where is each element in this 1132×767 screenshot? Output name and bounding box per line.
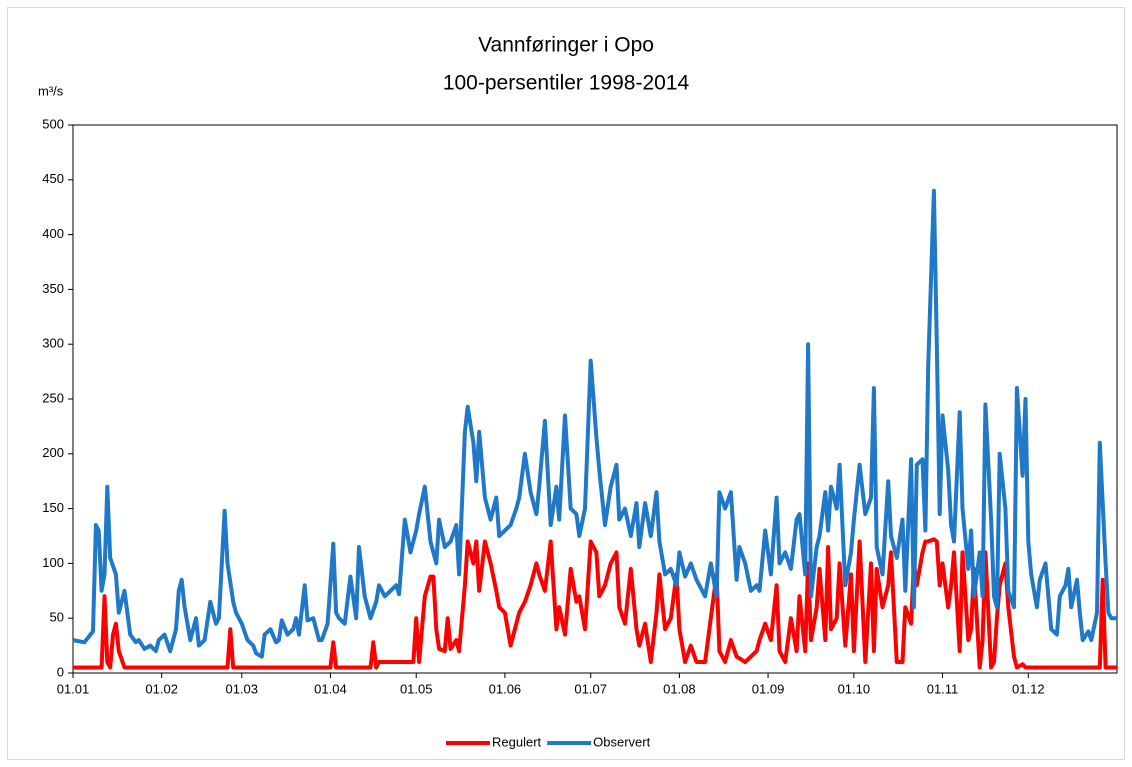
x-tick-label: 01.09 bbox=[752, 681, 785, 696]
x-tick-label: 01.05 bbox=[400, 681, 433, 696]
y-axis-label: m³/s bbox=[38, 83, 64, 98]
y-tick-label: 350 bbox=[42, 281, 64, 296]
y-tick-label: 450 bbox=[42, 171, 64, 186]
series-line bbox=[73, 537, 1117, 670]
y-tick-label: 150 bbox=[42, 500, 64, 515]
x-tick-label: 01.12 bbox=[1012, 681, 1045, 696]
y-tick-label: 250 bbox=[42, 390, 64, 405]
y-tick-label: 400 bbox=[42, 226, 64, 241]
x-tick-label: 01.07 bbox=[574, 681, 607, 696]
x-tick-label: 01.02 bbox=[145, 681, 178, 696]
series-line bbox=[72, 188, 1117, 659]
chart-subtitle: 100-persentiler 1998-2014 bbox=[443, 72, 690, 95]
x-tick-label: 01.04 bbox=[314, 681, 347, 696]
x-tick-label: 01.10 bbox=[838, 681, 871, 696]
x-tick-label: 01.11 bbox=[927, 681, 959, 696]
x-tick-label: 01.03 bbox=[225, 681, 258, 696]
y-tick-label: 100 bbox=[42, 555, 64, 570]
y-tick-label: 300 bbox=[42, 336, 64, 351]
chart-frame bbox=[7, 7, 1125, 760]
y-tick-label: 500 bbox=[42, 116, 64, 131]
legend-label: Regulert bbox=[492, 734, 542, 749]
x-tick-label: 01.01 bbox=[57, 681, 90, 696]
chart-title: Vannføringer i Opo bbox=[478, 34, 654, 57]
y-tick-label: 0 bbox=[57, 664, 64, 679]
x-tick-label: 01.06 bbox=[489, 681, 522, 696]
legend-label: Observert bbox=[593, 734, 650, 749]
x-tick-label: 01.08 bbox=[663, 681, 696, 696]
y-tick-label: 200 bbox=[42, 445, 64, 460]
y-tick-label: 50 bbox=[50, 610, 64, 625]
